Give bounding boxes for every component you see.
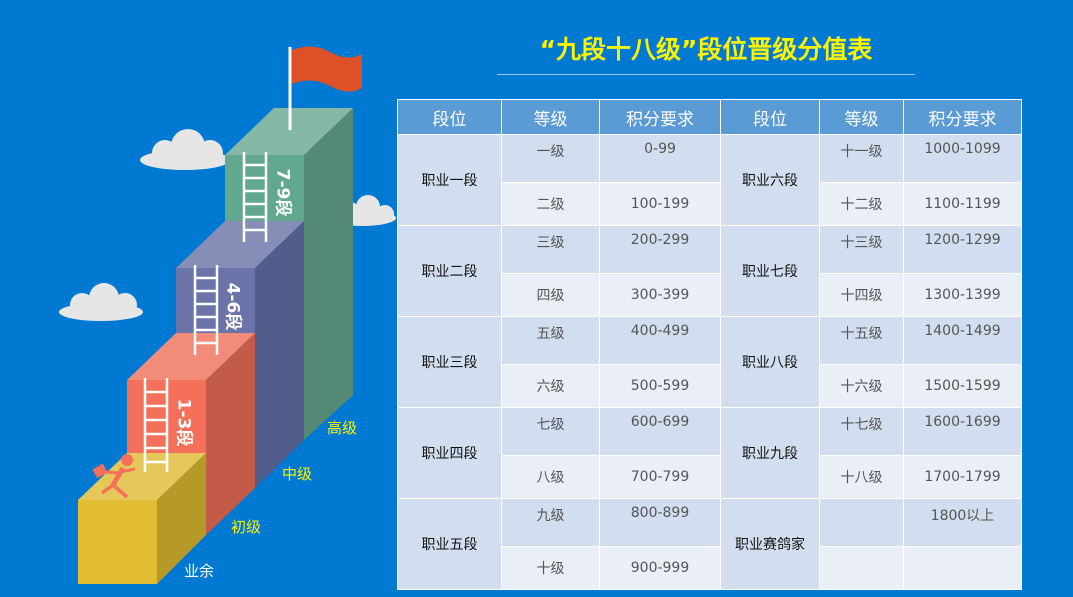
cloud-icon xyxy=(140,129,230,170)
column-header: 段位 xyxy=(397,99,502,135)
step-label-4-6: 4-6段 xyxy=(222,282,243,331)
tier-label-senior: 高级 xyxy=(327,419,358,437)
score-cell: 0-99 xyxy=(599,134,721,183)
table-row: 职业四段 七级 600-699 职业九段 十七级 1600-1699 xyxy=(397,407,1022,499)
score-cell: 800-899 xyxy=(599,498,721,547)
level-cell: 六级 xyxy=(501,364,600,408)
column-header: 段位 xyxy=(720,99,820,135)
score-cell: 500-599 xyxy=(599,364,721,408)
segment-cell: 职业三段 xyxy=(397,316,502,408)
staircase-illustration xyxy=(59,46,396,584)
score-cell: 600-699 xyxy=(599,407,721,456)
score-cell: 300-399 xyxy=(599,273,721,317)
level-cell: 七级 xyxy=(501,407,600,456)
score-cell: 1100-1199 xyxy=(903,182,1022,226)
column-header: 积分要求 xyxy=(903,99,1022,135)
table-header-row: 段位 等级 积分要求 段位 等级 积分要求 xyxy=(397,99,1022,135)
level-cell: 二级 xyxy=(501,182,600,226)
column-header: 积分要求 xyxy=(599,99,721,135)
ladder-icon xyxy=(193,265,219,355)
cloud-icon xyxy=(59,283,143,321)
level-cell: 十三级 xyxy=(819,225,904,274)
score-cell: 1500-1599 xyxy=(903,364,1022,408)
tier-label-amateur: 业余 xyxy=(184,562,215,580)
segment-cell: 职业四段 xyxy=(397,407,502,499)
score-cell: 1300-1399 xyxy=(903,273,1022,317)
level-cell: 十七级 xyxy=(819,407,904,456)
table-row: 职业五段 九级 800-899 职业赛鸽家 1800以上 xyxy=(397,498,1022,590)
ladder-icon xyxy=(143,378,169,472)
level-cell xyxy=(819,498,904,547)
ladder-icon xyxy=(242,152,268,242)
table-row: 职业二段 三级 200-299 职业七段 十三级 1200-1299 xyxy=(397,225,1022,317)
score-cell: 200-299 xyxy=(599,225,721,274)
segment-cell: 职业九段 xyxy=(720,407,820,499)
level-cell: 九级 xyxy=(501,498,600,547)
segment-cell: 职业二段 xyxy=(397,225,502,317)
level-cell: 十六级 xyxy=(819,364,904,408)
score-cell: 1800以上 xyxy=(903,498,1022,547)
score-cell: 400-499 xyxy=(599,316,721,365)
score-cell: 700-799 xyxy=(599,455,721,499)
score-cell xyxy=(903,546,1022,590)
score-cell: 1700-1799 xyxy=(903,455,1022,499)
rank-score-table: 段位 等级 积分要求 段位 等级 积分要求 职业一段 一级 0-99 职业六段 十一级 1000-1… xyxy=(397,99,1022,590)
level-cell: 四级 xyxy=(501,273,600,317)
tier-label-middle: 中级 xyxy=(282,465,313,483)
score-cell: 100-199 xyxy=(599,182,721,226)
level-cell: 十五级 xyxy=(819,316,904,365)
score-cell: 1200-1299 xyxy=(903,225,1022,274)
level-cell: 十一级 xyxy=(819,134,904,183)
column-header: 等级 xyxy=(819,99,904,135)
segment-cell: 职业七段 xyxy=(720,225,820,317)
column-header: 等级 xyxy=(501,99,600,135)
step-label-7-9: 7-9段 xyxy=(272,168,293,217)
segment-cell: 职业一段 xyxy=(397,134,502,226)
flag-icon xyxy=(288,46,362,130)
segment-cell: 职业八段 xyxy=(720,316,820,408)
page-title: “九段十八级”段位晋级分值表 xyxy=(539,35,873,64)
segment-cell: 职业赛鸽家 xyxy=(720,498,820,590)
level-cell: 三级 xyxy=(501,225,600,274)
score-cell: 1400-1499 xyxy=(903,316,1022,365)
score-cell: 1000-1099 xyxy=(903,134,1022,183)
title-divider xyxy=(497,74,915,75)
segment-cell: 职业五段 xyxy=(397,498,502,590)
level-cell: 十二级 xyxy=(819,182,904,226)
table-row: 八级 700-799 十八级 1700-1799 xyxy=(398,455,1022,499)
level-cell: 五级 xyxy=(501,316,600,365)
runner-icon xyxy=(92,454,136,499)
level-cell: 十四级 xyxy=(819,273,904,317)
table-row: 四级 300-399 十四级 1300-1399 xyxy=(398,273,1022,317)
level-cell xyxy=(819,546,904,590)
step-label-1-3: 1-3段 xyxy=(173,398,194,447)
table-row: 十级 900-999 xyxy=(398,546,1022,590)
table-row: 二级 100-199 十二级 1100-1199 xyxy=(398,182,1022,226)
level-cell: 一级 xyxy=(501,134,600,183)
segment-cell: 职业六段 xyxy=(720,134,820,226)
score-cell: 1600-1699 xyxy=(903,407,1022,456)
tier-label-junior: 初级 xyxy=(231,518,262,536)
table-row: 职业一段 一级 0-99 职业六段 十一级 1000-1099 xyxy=(397,134,1022,226)
level-cell: 十级 xyxy=(501,546,600,590)
level-cell: 十八级 xyxy=(819,455,904,499)
table-row: 六级 500-599 十六级 1500-1599 xyxy=(398,364,1022,408)
level-cell: 八级 xyxy=(501,455,600,499)
table-row: 职业三段 五级 400-499 职业八段 十五级 1400-1499 xyxy=(397,316,1022,408)
score-cell: 900-999 xyxy=(599,546,721,590)
